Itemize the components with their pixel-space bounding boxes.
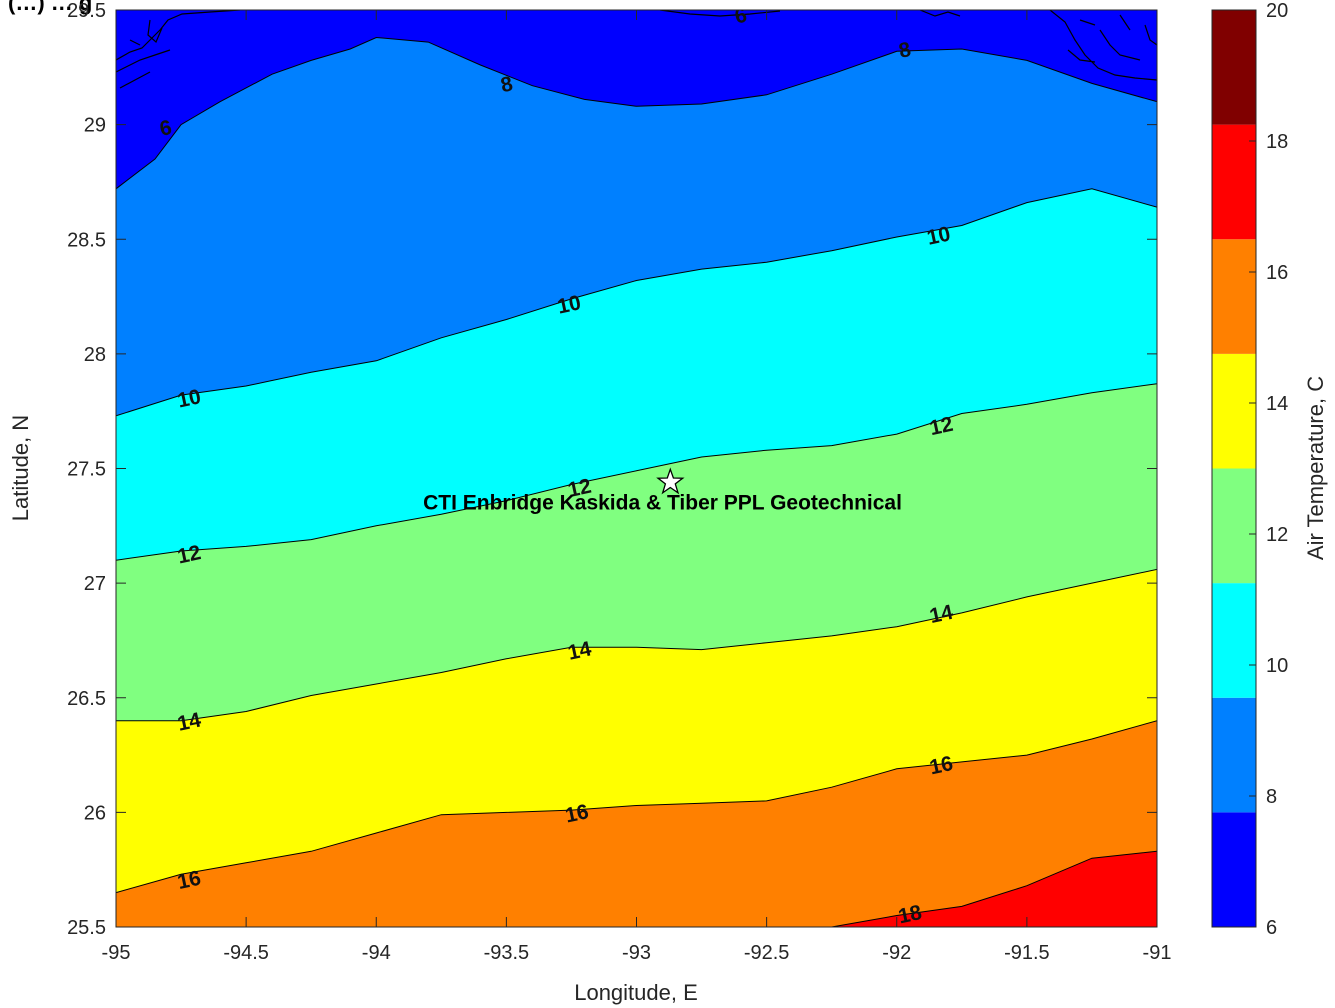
x-tick-label: -94 — [362, 942, 391, 964]
contour-label-16: 16 — [563, 800, 591, 827]
contour-label-10: 10 — [555, 291, 583, 318]
colorbar-tick-label: 20 — [1266, 0, 1288, 22]
contour-label-14: 14 — [175, 708, 203, 735]
contour-label-top: 6 — [733, 4, 749, 29]
contour-label-8: 8 — [897, 38, 914, 63]
x-tick-label: -95 — [102, 942, 131, 964]
y-tick-label: 26 — [84, 802, 106, 824]
y-axis-label: Latitude, N — [8, 415, 33, 521]
y-tick-label: 28 — [84, 344, 106, 366]
colorbar-band-6 — [1212, 124, 1256, 240]
contour-label-12: 12 — [566, 475, 594, 502]
x-tick-label: -92 — [882, 942, 911, 964]
coastline-north-center — [659, 10, 961, 17]
plot-area: 6 8 8 10 10 10 12 12 12 14 14 14 16 16 16 18 6 — [116, 4, 1157, 928]
y-tick-label: 29 — [84, 115, 106, 137]
colorbar-band-0 — [1212, 812, 1256, 927]
x-tick-label: -91 — [1143, 942, 1172, 964]
contour-label-8: 6 — [158, 116, 174, 141]
y-tick-label: 28.5 — [67, 229, 106, 251]
contour-band-16 — [116, 720, 1157, 927]
coastline — [116, 10, 1157, 89]
contour-label-10: 10 — [175, 385, 203, 412]
contour-label-16: 16 — [175, 867, 203, 894]
colorbar-band-4 — [1212, 353, 1256, 469]
site-label: CTI Enbridge Kaskida & Tiber PPL Geotech… — [423, 492, 902, 515]
contour-label-18: 18 — [896, 901, 924, 928]
x-axis-label: Longitude, E — [574, 980, 698, 1005]
y-tick-label: 25.5 — [67, 917, 106, 939]
colorbar-label: Air Temperature, C — [1303, 376, 1328, 560]
coastline-west — [116, 10, 241, 89]
colorbar-band-7 — [1212, 10, 1256, 125]
colorbar-band-5 — [1212, 239, 1256, 354]
contour-line-10 — [116, 188, 1157, 417]
contour-band-18 — [831, 851, 1157, 927]
contour-label-14: 14 — [927, 601, 955, 628]
colorbar-tick-label: 10 — [1266, 655, 1288, 677]
colorbar-band-2 — [1212, 583, 1256, 698]
colorbar-tick-label: 6 — [1266, 917, 1277, 939]
contour-label-8: 8 — [499, 72, 516, 97]
star-icon — [656, 467, 685, 495]
y-tick-label: 29.5 — [67, 0, 106, 22]
x-tick-label: -94.5 — [223, 942, 269, 964]
colorbar-tick-label: 16 — [1266, 262, 1288, 284]
contour-line-16 — [116, 720, 1157, 894]
x-tick-label: -93.5 — [484, 942, 530, 964]
colorbar: 6 8 10 12 14 16 18 20 Air Temperature, C — [1211, 0, 1328, 939]
contour-line-14 — [116, 568, 1157, 722]
contour-label-12: 12 — [927, 413, 955, 440]
x-tick-label: -93 — [622, 942, 651, 964]
y-tick-label: 26.5 — [67, 688, 106, 710]
colorbar-tick-label: 12 — [1266, 524, 1288, 546]
x-tick-label: -91.5 — [1004, 942, 1050, 964]
contour-label-16: 16 — [927, 752, 955, 779]
colorbar-band-3 — [1212, 468, 1256, 584]
coastline-east — [1049, 10, 1157, 81]
x-tick-label: -92.5 — [744, 942, 790, 964]
contour-line-8 — [116, 36, 1157, 190]
y-tick-label: 27.5 — [67, 459, 106, 481]
colorbar-frame — [1211, 9, 1257, 928]
contour-label-12: 12 — [175, 541, 203, 568]
chart-title-partial: (…) … g — [8, 0, 92, 15]
site-marker: CTI Enbridge Kaskida & Tiber PPL Geotech… — [423, 467, 902, 515]
contour-label-14: 14 — [566, 637, 594, 664]
colorbar-tick-label: 18 — [1266, 131, 1288, 153]
colorbar-tick-label: 14 — [1266, 393, 1288, 415]
contour-line-18 — [831, 850, 1157, 927]
contour-label-10: 10 — [925, 222, 953, 249]
colorbar-tick-label: 8 — [1266, 786, 1277, 808]
colorbar-band-1 — [1212, 697, 1256, 813]
y-tick-label: 27 — [84, 573, 106, 595]
contour-line-12 — [116, 383, 1157, 561]
